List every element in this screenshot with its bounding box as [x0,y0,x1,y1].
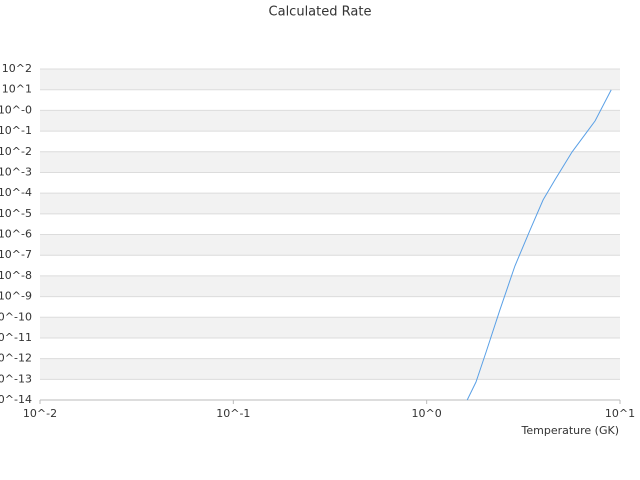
y-tick-label: 10^-7 [0,248,32,261]
y-tick-label: 10^-2 [0,145,32,158]
line [466,89,612,401]
grid-band [40,110,620,132]
y-tick-label: 10^-1 [0,124,32,137]
grid-band [40,317,620,338]
y-tick-label: 10^-11 [0,331,32,344]
y-tick-label: 10^-12 [0,352,32,365]
y-tick-label: 10^-3 [0,165,32,178]
grid-band [40,151,620,173]
x-tick-label: 10^-2 [23,407,57,420]
y-tick-label: 10^2 [2,62,32,75]
y-tick-label: 10^-6 [0,228,32,241]
y-tick-label: 10^-10 [0,310,32,323]
x-tick-label: 10^0 [412,407,442,420]
y-tick-label: 10^1 [2,83,32,96]
chart-title: Calculated Rate [269,5,372,20]
x-axis-label: Temperature (GK) [521,424,620,437]
y-tick-label: 10^-5 [0,207,32,220]
grid-band [40,358,620,380]
grid-band [40,193,620,214]
grid-band [40,275,620,297]
grid-band [40,69,620,90]
y-tick-label: 10^-4 [0,186,32,199]
x-tick-label: 10^1 [605,407,635,420]
y-tick-label: 10^-8 [0,269,32,282]
grid-band [40,234,620,256]
x-tick-label: 10^-1 [216,407,250,420]
y-tick-label: 10^-9 [0,290,32,303]
y-tick-label: 10^-14 [0,393,32,406]
y-tick-label: 10^-13 [0,372,32,385]
y-tick-label: 10^-0 [0,103,32,116]
